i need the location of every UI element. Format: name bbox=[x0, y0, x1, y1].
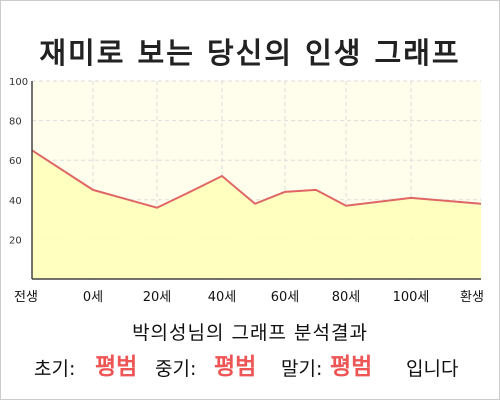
area-fill bbox=[32, 150, 481, 279]
y-tick-label: 60 bbox=[9, 156, 22, 167]
ending-text: 입니다 bbox=[406, 358, 459, 380]
x-tick-label: 0세 bbox=[82, 290, 104, 305]
x-tick-label: 환생 bbox=[460, 290, 484, 305]
x-tick-label: 100세 bbox=[392, 290, 430, 305]
page-title: 재미로 보는 당신의 인생 그래프 bbox=[39, 36, 461, 70]
mid-value: 평범 bbox=[214, 354, 257, 380]
analysis-result: 초기: 평범 중기: 평범 말기: 평범 입니다 bbox=[0, 347, 500, 381]
early-label: 초기: bbox=[34, 358, 76, 380]
mid-label: 중기: bbox=[155, 358, 197, 380]
x-tick-label: 20세 bbox=[142, 290, 172, 305]
x-tick-label: 80세 bbox=[331, 290, 361, 305]
y-tick-label: 20 bbox=[9, 235, 22, 246]
late-value: 평범 bbox=[330, 354, 373, 380]
early-value: 평범 bbox=[95, 354, 138, 380]
x-tick-label: 전생 bbox=[14, 290, 38, 305]
late-label: 말기: bbox=[281, 358, 323, 380]
life-line bbox=[31, 149, 482, 209]
y-tick-label: 80 bbox=[9, 117, 22, 128]
x-tick-label: 60세 bbox=[270, 290, 300, 305]
x-tick-label: 40세 bbox=[207, 290, 237, 305]
y-tick-label: 40 bbox=[9, 196, 22, 207]
analysis-subtitle: 박의성님의 그래프 분석결과 bbox=[132, 322, 368, 344]
y-tick-label: 100 bbox=[9, 77, 28, 88]
